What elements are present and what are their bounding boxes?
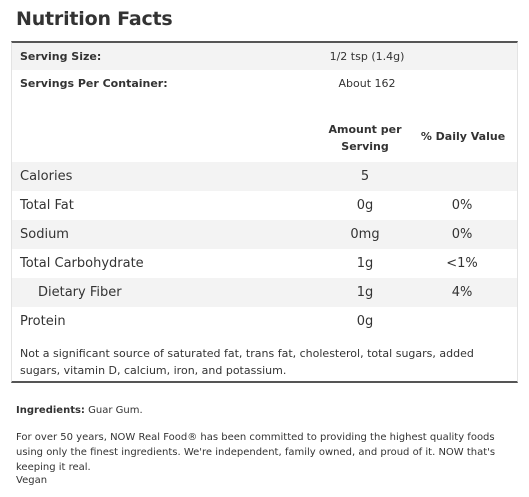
serving-size-label: Serving Size: bbox=[20, 50, 102, 63]
nutrient-name: Dietary Fiber bbox=[38, 285, 122, 300]
nutrition-footnote: Not a significant source of saturated fa… bbox=[20, 347, 474, 377]
nutrient-row-total-carbohydrate: Total Carbohydrate 1g <1% bbox=[12, 249, 517, 278]
about-paragraph: For over 50 years, NOW Real Food® has be… bbox=[16, 432, 496, 473]
servings-per-container-value: About 162 bbox=[338, 77, 396, 90]
ingredients-line: Ingredients: Guar Gum. bbox=[16, 403, 516, 418]
vegan-tag: Vegan bbox=[16, 475, 48, 486]
nutrient-row-dietary-fiber: Dietary Fiber 1g 4% bbox=[12, 278, 517, 307]
daily-value-header: % Daily Value bbox=[420, 130, 506, 143]
nutrient-daily-value: 0% bbox=[451, 227, 473, 242]
nutrition-facts-table: Serving Size: 1/2 tsp (1.4g) Servings Pe… bbox=[11, 41, 518, 383]
nutrient-daily-value: 4% bbox=[451, 285, 473, 300]
amount-header-line2: Serving bbox=[341, 140, 389, 153]
nutrient-amount: 5 bbox=[360, 169, 370, 184]
amount-per-serving-header: Amount per Serving bbox=[323, 121, 407, 155]
serving-size-value: 1/2 tsp (1.4g) bbox=[329, 50, 405, 63]
nutrient-amount: 0g bbox=[356, 314, 374, 329]
servings-per-container-row: Servings Per Container: About 162 bbox=[12, 70, 517, 97]
servings-per-container-label: Servings Per Container: bbox=[20, 77, 168, 90]
nutrient-daily-value: <1% bbox=[446, 256, 478, 271]
amount-header-line1: Amount per bbox=[328, 123, 402, 136]
nutrient-daily-value: 0% bbox=[451, 198, 473, 213]
nutrient-amount: 1g bbox=[356, 285, 374, 300]
nutrient-name: Total Fat bbox=[20, 198, 74, 213]
page-title: Nutrition Facts bbox=[16, 8, 173, 30]
nutrient-amount: 0g bbox=[356, 198, 374, 213]
nutrient-name: Protein bbox=[20, 314, 66, 329]
nutrient-name: Sodium bbox=[20, 227, 69, 242]
nutrient-amount: 1g bbox=[356, 256, 374, 271]
serving-size-row: Serving Size: 1/2 tsp (1.4g) bbox=[12, 43, 517, 70]
ingredients-label: Ingredients: bbox=[16, 405, 85, 416]
nutrient-row-sodium: Sodium 0mg 0% bbox=[12, 220, 517, 249]
nutrient-name: Calories bbox=[20, 169, 73, 184]
ingredients-value: Guar Gum. bbox=[88, 405, 143, 416]
nutrient-name: Total Carbohydrate bbox=[20, 256, 144, 271]
nutrient-row-total-fat: Total Fat 0g 0% bbox=[12, 191, 517, 220]
nutrient-row-protein: Protein 0g bbox=[12, 307, 517, 336]
nutrient-row-calories: Calories 5 bbox=[12, 162, 517, 191]
nutrient-amount: 0mg bbox=[350, 227, 380, 242]
